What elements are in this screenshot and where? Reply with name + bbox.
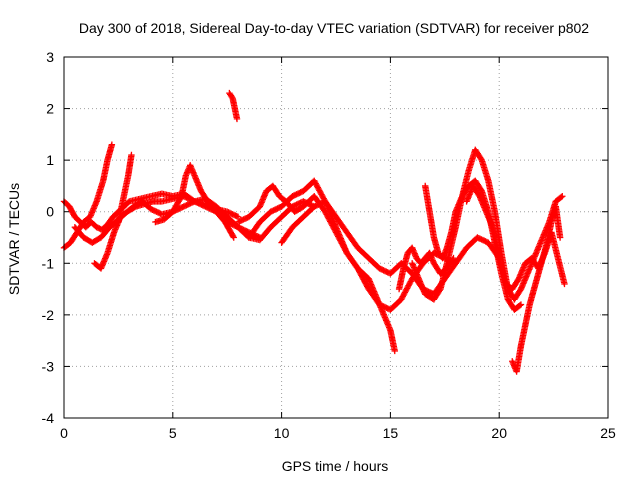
data-point <box>230 234 237 241</box>
y-tick-label: -4 <box>42 410 55 426</box>
chart-title: Day 300 of 2018, Sidereal Day-to-day VTE… <box>79 20 589 36</box>
y-tick-label: 3 <box>46 49 54 65</box>
data-point <box>436 287 443 294</box>
y-axis-label: SDTVAR / TECUs <box>6 183 22 295</box>
data-point <box>256 234 264 241</box>
series-arc14 <box>509 203 564 375</box>
x-tick-label: 5 <box>169 425 177 441</box>
series-arc6 <box>152 162 237 241</box>
series-arc12 <box>422 177 525 313</box>
data-point <box>229 233 237 240</box>
y-tick-label: 2 <box>46 101 54 117</box>
x-tick-label: 10 <box>274 425 290 441</box>
series-arc15 <box>395 244 457 293</box>
y-tick-label: 1 <box>46 152 54 168</box>
axis-ticks: 0 5 10 15 20 25 -4 -3 -2 -1 0 1 2 3 <box>42 49 616 441</box>
x-axis-label: GPS time / hours <box>282 458 389 474</box>
x-tick-label: 15 <box>383 425 399 441</box>
plot-frame <box>63 56 609 419</box>
y-tick-label: 0 <box>46 204 54 220</box>
grid <box>64 57 608 418</box>
series-arc7 <box>226 89 241 123</box>
data-point <box>391 347 398 355</box>
data-point <box>556 234 564 241</box>
data-point <box>561 280 568 288</box>
data-point <box>516 302 524 309</box>
data-point <box>558 193 565 201</box>
data-points <box>60 89 568 375</box>
series-arc13 <box>463 182 568 293</box>
y-tick-label: -1 <box>42 255 55 271</box>
x-tick-label: 0 <box>60 425 68 441</box>
data-point <box>517 301 525 308</box>
y-tick-label: -2 <box>42 307 55 323</box>
data-point <box>450 254 457 262</box>
data-point <box>128 151 135 159</box>
x-tick-label: 25 <box>600 425 616 441</box>
series-arc5 <box>115 151 135 226</box>
y-tick-label: -3 <box>42 358 55 374</box>
data-point <box>233 115 241 123</box>
x-tick-label: 20 <box>491 425 507 441</box>
data-point <box>559 193 566 200</box>
data-point <box>449 256 456 263</box>
data-point <box>108 141 116 148</box>
